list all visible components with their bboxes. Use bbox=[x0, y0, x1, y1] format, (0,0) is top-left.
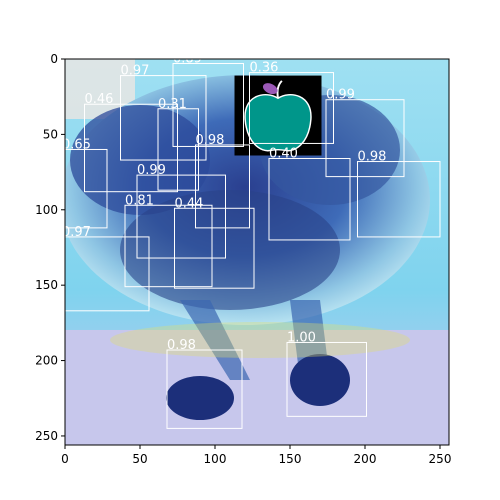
detection-box bbox=[286, 341, 367, 417]
box-score-label: 0.46 bbox=[85, 92, 114, 107]
box-score-label: 0.31 bbox=[158, 97, 187, 112]
detection-box bbox=[249, 72, 334, 144]
detection-box bbox=[268, 158, 351, 241]
plot-frame bbox=[64, 58, 450, 446]
y-tick-label: 0 bbox=[50, 52, 58, 66]
detection-box bbox=[325, 99, 405, 178]
box-score-label: 0.65 bbox=[62, 137, 91, 152]
box-score-label: 0.36 bbox=[250, 61, 279, 76]
y-tick-label: 200 bbox=[35, 354, 58, 368]
box-score-label: 0.98 bbox=[358, 150, 387, 165]
y-axis: 0 50 100 150 200 250 bbox=[35, 52, 65, 443]
detection-box bbox=[65, 236, 150, 312]
x-axis: 0 50 100 150 200 250 bbox=[61, 445, 451, 466]
detection-box bbox=[157, 108, 199, 191]
box-score-label: 0.97 bbox=[62, 225, 91, 240]
detection-box bbox=[84, 103, 178, 193]
detection-box bbox=[357, 161, 441, 238]
detection-box bbox=[136, 174, 226, 259]
x-tick-label: 200 bbox=[354, 452, 377, 466]
x-tick-label: 250 bbox=[429, 452, 452, 466]
y-tick-label: 250 bbox=[35, 429, 58, 443]
detection-box bbox=[124, 204, 213, 288]
detection-box bbox=[65, 148, 108, 229]
x-tick-label: 0 bbox=[61, 452, 69, 466]
box-score-label: 0.89 bbox=[173, 52, 202, 67]
detection-box bbox=[195, 144, 250, 229]
x-tick-label: 150 bbox=[279, 452, 302, 466]
detection-box bbox=[166, 349, 243, 429]
box-score-label: 0.99 bbox=[326, 88, 355, 103]
box-score-label: 0.97 bbox=[121, 64, 150, 79]
box-score-label: 1.00 bbox=[287, 330, 316, 345]
y-tick-label: 150 bbox=[35, 278, 58, 292]
y-tick-label: 100 bbox=[35, 203, 58, 217]
y-tick-label: 50 bbox=[43, 127, 58, 141]
x-tick-label: 100 bbox=[204, 452, 227, 466]
detection-box bbox=[174, 207, 255, 289]
box-score-label: 0.99 bbox=[137, 163, 166, 178]
x-tick-label: 50 bbox=[132, 452, 147, 466]
detection-box bbox=[120, 75, 207, 161]
box-score-label: 0.81 bbox=[125, 193, 154, 208]
plot-area: 0.89 0.36 0.97 0.46 0.31 0.98 0.99 0.40 0.98 0.65… bbox=[62, 52, 441, 429]
box-score-label: 0.98 bbox=[196, 133, 225, 148]
box-score-label: 0.44 bbox=[175, 196, 204, 211]
box-score-label: 0.40 bbox=[269, 147, 298, 162]
detection-box bbox=[172, 63, 244, 147]
box-score-label: 0.98 bbox=[167, 338, 196, 353]
